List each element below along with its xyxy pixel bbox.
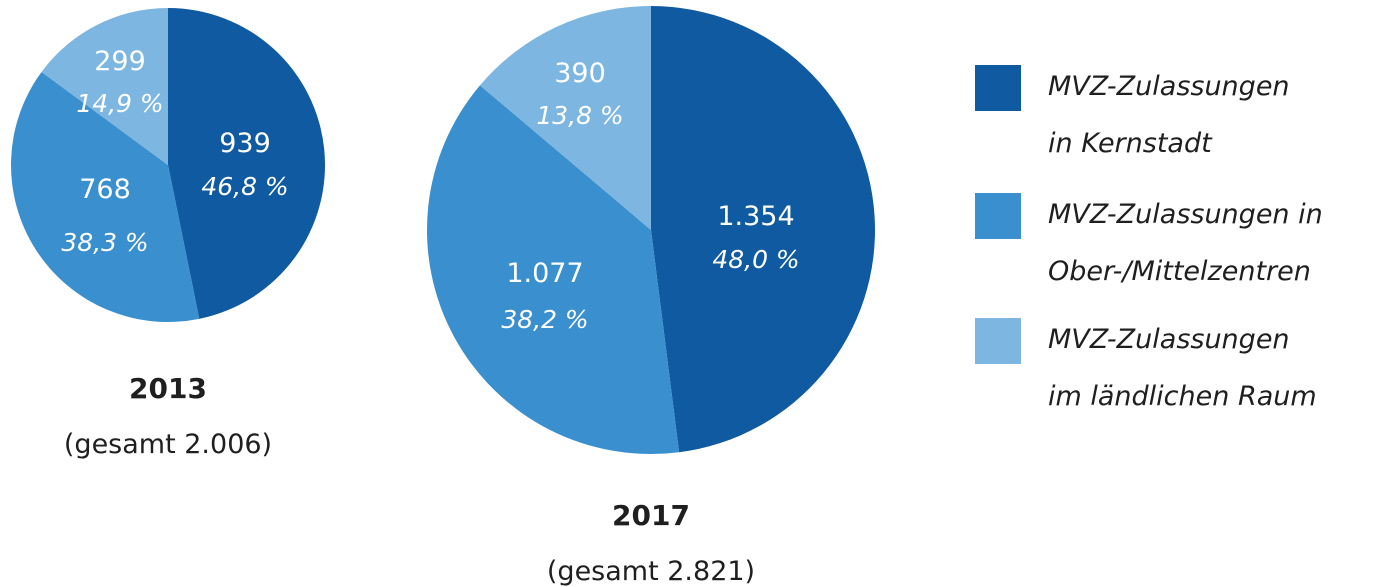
slice-percent-label: 48,0 %: [712, 245, 799, 274]
pie-slice: [10, 71, 200, 322]
pie-slice: [168, 8, 326, 319]
slice-percent-label: 38,3 %: [61, 228, 148, 257]
legend-label: Ober-/Mittelzentren: [1048, 256, 1311, 287]
chart-year-title: 2017: [612, 499, 690, 532]
chart-year-title: 2013: [129, 372, 207, 405]
slice-value-label: 1.077: [506, 258, 583, 289]
chart-total-subtitle: (gesamt 2.821): [547, 556, 755, 587]
pie-2013: 939 46,8 % 768 38,3 % 299 14,9 % 2013 (gesamt 2…: [10, 8, 326, 460]
pie-slice: [426, 85, 680, 455]
pie-slice: [651, 6, 876, 453]
slice-value-label: 390: [554, 58, 606, 89]
slice-value-label: 939: [219, 128, 271, 159]
legend-label: MVZ-Zulassungen in: [1048, 199, 1323, 230]
pie-slice: [41, 8, 168, 165]
chart-total-subtitle: (gesamt 2.006): [64, 429, 272, 460]
pie-2017: 1.354 48,0 % 1.077 38,2 % 390 13,8 % 2017 (gesa…: [426, 6, 876, 587]
legend-swatch: [975, 65, 1021, 111]
slice-value-label: 768: [79, 174, 131, 205]
slice-percent-label: 13,8 %: [536, 101, 623, 130]
legend-label: im ländlichen Raum: [1048, 381, 1317, 412]
slice-value-label: 299: [94, 46, 146, 77]
slice-percent-label: 14,9 %: [76, 89, 163, 118]
slice-value-label: 1.354: [717, 201, 794, 232]
legend: MVZ-Zulassungen in Kernstadt MVZ-Zulassung…: [975, 65, 1323, 412]
legend-swatch: [975, 193, 1021, 239]
slice-percent-label: 38,2 %: [501, 305, 588, 334]
pie-slice: [479, 6, 651, 230]
legend-label: in Kernstadt: [1048, 128, 1213, 159]
slice-percent-label: 46,8 %: [201, 172, 288, 201]
legend-label: MVZ-Zulassungen: [1048, 71, 1290, 102]
legend-label: MVZ-Zulassungen: [1048, 324, 1290, 355]
legend-swatch: [975, 318, 1021, 364]
